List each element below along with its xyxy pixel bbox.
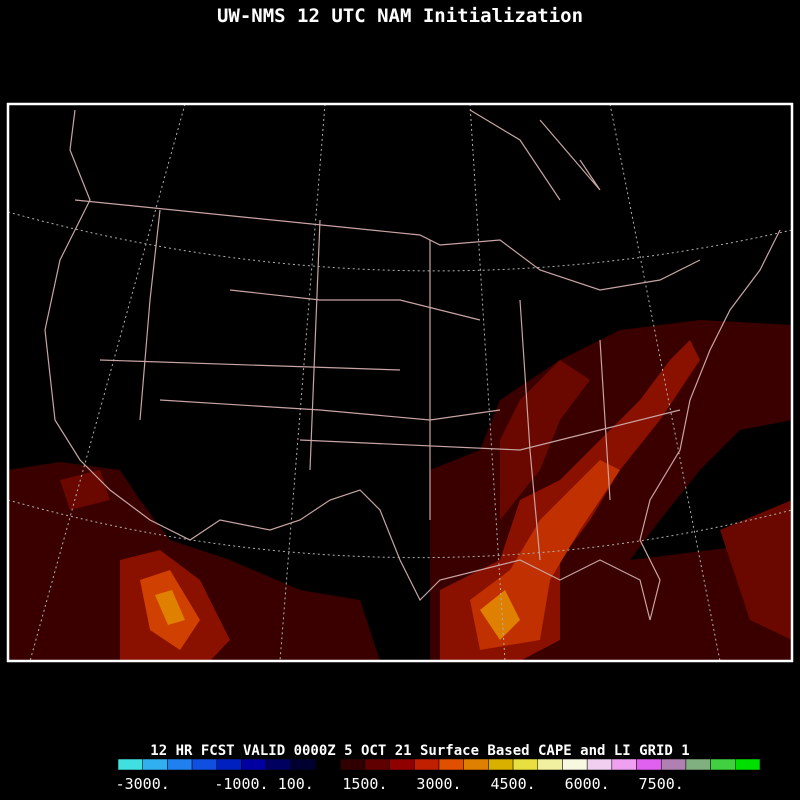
colorbar-swatch (710, 758, 736, 771)
colorbar-swatch (438, 758, 464, 771)
colorbar-swatch (241, 758, 267, 771)
colorbar-tick-label: 1500. (342, 775, 387, 793)
colorbar-tick-label: 100. (278, 775, 314, 793)
colorbar-swatch (537, 758, 563, 771)
colorbar-tick-label: 3000. (416, 775, 461, 793)
colorbar-swatch (290, 758, 316, 771)
colorbar: -3000. -1000. 100. 1500. 3000. 4500. 6000. 7500… (116, 758, 761, 793)
colorbar-swatch (167, 758, 193, 771)
title: UW-NMS 12 UTC NAM Initialization (217, 5, 583, 27)
colorbar-swatch (414, 758, 440, 771)
colorbar-swatch (562, 758, 588, 771)
colorbar-tick-label: 6000. (565, 775, 610, 793)
colorbar-swatch (216, 758, 242, 771)
colorbar-swatch (636, 758, 662, 771)
colorbar-swatch (364, 758, 390, 771)
colorbar-swatch (315, 758, 341, 771)
colorbar-swatch (685, 758, 711, 771)
colorbar-tick-label: -3000. (116, 775, 170, 793)
colorbar-swatch (735, 758, 761, 771)
colorbar-swatch (339, 758, 366, 771)
colorbar-swatch (488, 758, 514, 771)
cape-field (8, 320, 792, 661)
caption: 12 HR FCST VALID 0000Z 5 OCT 21 Surface … (150, 743, 689, 759)
colorbar-tick-label: 4500. (490, 775, 535, 793)
colorbar-swatch (191, 758, 218, 771)
colorbar-swatch (512, 758, 539, 771)
map (6, 102, 794, 663)
colorbar-tick-label: -1000. (214, 775, 268, 793)
colorbar-swatch (611, 758, 637, 771)
colorbar-swatch (463, 758, 489, 771)
colorbar-swatch (117, 758, 143, 771)
colorbar-swatch (586, 758, 613, 771)
colorbar-swatch (389, 758, 415, 771)
colorbar-tick-label: 7500. (639, 775, 684, 793)
colorbar-swatch (265, 758, 292, 771)
colorbar-swatch (142, 758, 168, 771)
colorbar-swatch (660, 758, 687, 771)
